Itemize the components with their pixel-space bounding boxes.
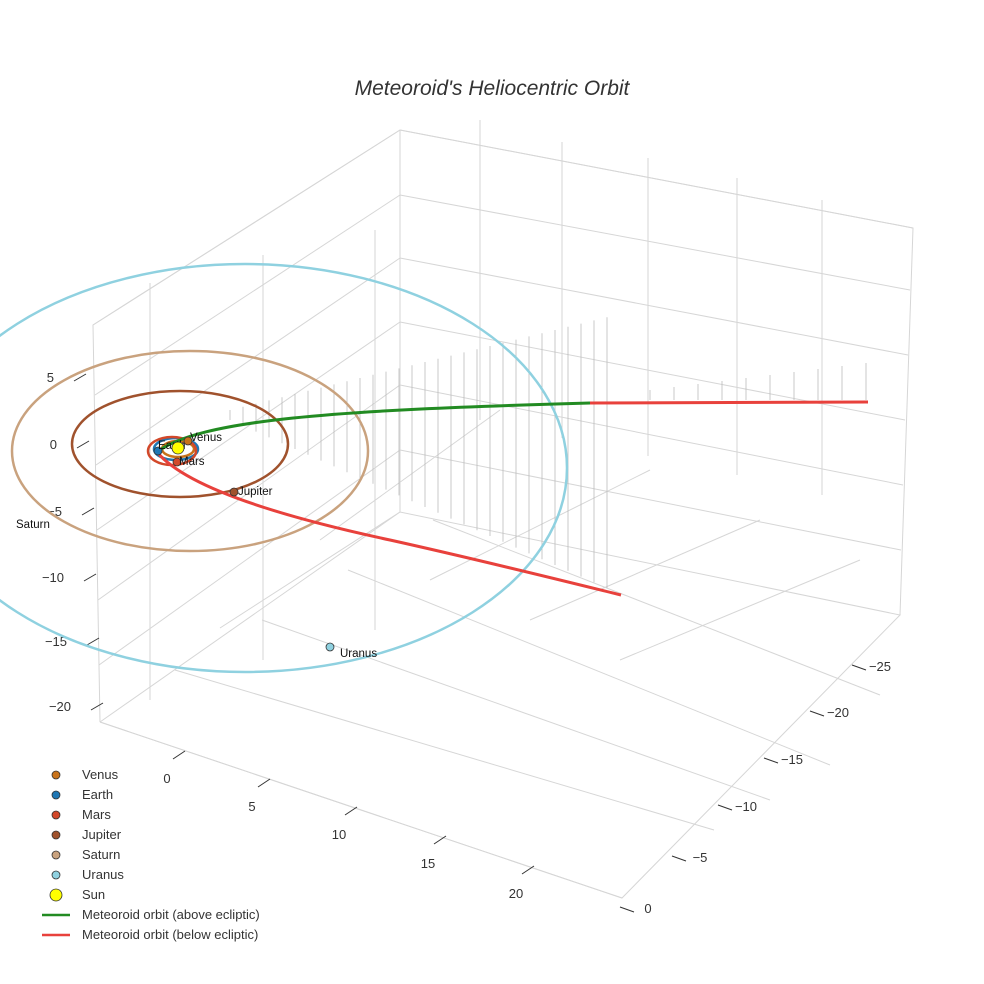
planet-venus <box>183 436 193 446</box>
z-tick-mark <box>83 573 97 582</box>
grid-line-left-0 <box>92 129 401 326</box>
grid-line-floor-a-1 <box>261 619 771 801</box>
grid-line-floor-a-3 <box>432 519 881 696</box>
x-tick-label: −25 <box>869 659 891 674</box>
y-tick-mark <box>344 806 358 816</box>
grid-line-floor-a-4 <box>99 721 623 899</box>
legend-label: Uranus <box>82 867 124 882</box>
grid-line-h-0 <box>399 129 914 229</box>
grid-line-h-4 <box>399 384 904 486</box>
legend-swatch-dot <box>49 888 63 902</box>
z-tick-label: 0 <box>50 437 57 452</box>
planet-label-mars: Mars <box>179 456 205 468</box>
grid-line-left-2 <box>95 257 401 466</box>
legend-label: Venus <box>82 767 119 782</box>
meteoroid-below-curve-near <box>155 451 622 597</box>
grid-line-floor-b-1 <box>319 409 501 541</box>
y-tick-label: 20 <box>509 886 523 901</box>
legend-label: Mars <box>82 807 111 822</box>
meteoroid-above-curve <box>156 401 591 454</box>
legend-label: Meteoroid orbit (above ecliptic) <box>82 907 260 922</box>
meteoroid-below-curve-far <box>589 400 869 405</box>
grid-line-left-5 <box>98 449 401 666</box>
legend-label: Meteoroid orbit (below ecliptic) <box>82 927 258 942</box>
planet-label-saturn: Saturn <box>16 519 50 531</box>
orbit-uranus <box>0 262 569 674</box>
z-tick-mark <box>73 373 87 382</box>
x-tick-mark <box>671 855 687 862</box>
legend-label: Earth <box>82 787 113 802</box>
planet-label-jupiter: Jupiter <box>238 486 273 498</box>
chart-title: Meteoroid's Heliocentric Orbit <box>355 77 631 100</box>
grid-line-h-2 <box>399 257 909 356</box>
legend-swatch-dot <box>51 790 61 800</box>
x-tick-mark <box>619 906 635 913</box>
x-tick-label: −10 <box>735 799 757 814</box>
sun-marker <box>171 441 185 455</box>
z-tick-label: −10 <box>42 570 64 585</box>
grid-line-h-5 <box>399 449 902 551</box>
x-tick-label: 0 <box>644 901 651 916</box>
grid-line-floor-b-4 <box>619 559 861 661</box>
planet-mars <box>172 457 182 467</box>
orbit-jupiter <box>70 389 290 499</box>
z-tick-label: −15 <box>45 634 67 649</box>
floor-outline <box>99 511 902 899</box>
legend-swatch-dot <box>51 830 61 840</box>
x-tick-mark <box>809 710 825 717</box>
legend-swatch-dot <box>51 770 61 780</box>
z-tick-label: −20 <box>49 699 71 714</box>
y-tick-mark <box>521 865 535 875</box>
y-tick-mark <box>433 835 447 845</box>
legend[interactable]: Venus Earth Mars Jupiter Saturn Uranus Sun Mete… <box>42 767 260 942</box>
grid-line-left-1 <box>94 194 401 396</box>
x-tick-mark <box>717 804 733 811</box>
y-tick-label: 10 <box>332 827 346 842</box>
planet-jupiter <box>229 487 239 497</box>
z-tick-mark <box>86 637 100 646</box>
legend-label: Sun <box>82 887 105 902</box>
x-tick-label: −5 <box>693 850 708 865</box>
y-tick-mark <box>172 750 186 760</box>
legend-swatch-dot <box>51 810 61 820</box>
z-tick-mark <box>81 507 95 516</box>
legend-label: Saturn <box>82 847 120 862</box>
meteoroid-orbit <box>155 400 869 597</box>
orbit-saturn <box>10 349 370 553</box>
grid-lines <box>92 120 914 899</box>
z-tick-label: 5 <box>47 370 54 385</box>
legend-label: Jupiter <box>82 827 122 842</box>
grid-line-left-3 <box>96 321 401 531</box>
legend-swatch-dot <box>51 850 61 860</box>
grid-line-floor-b-3 <box>529 519 761 621</box>
grid-line-left-4 <box>97 384 401 601</box>
planet-earth <box>153 446 163 456</box>
x-tick-mark <box>851 664 867 671</box>
planet-uranus <box>325 642 335 652</box>
x-tick-label: −20 <box>827 705 849 720</box>
grid-line-floor-b-0 <box>219 511 401 629</box>
y-tick-mark <box>257 778 271 788</box>
x-tick-mark <box>763 757 779 764</box>
y-tick-label: 0 <box>163 771 170 786</box>
y-tick-label: 5 <box>248 799 255 814</box>
axis-ticks: 5 0 −5 −10 −15 −20 0 5 10 15 20 −25 −20 −15 −10 −5 0 <box>42 370 891 916</box>
z-tick-mark <box>90 702 104 711</box>
grid-line-h-1 <box>399 194 911 291</box>
planet-label-uranus: Uranus <box>340 648 377 660</box>
orbit-stems <box>229 317 867 589</box>
z-tick-mark <box>76 440 90 449</box>
planet-label-venus: Venus <box>190 432 222 444</box>
grid-line-floor-b-2 <box>429 469 651 581</box>
y-tick-label: 15 <box>421 856 435 871</box>
z-tick-label: −5 <box>47 504 62 519</box>
grid-line-floor-a-0 <box>174 669 715 831</box>
x-tick-label: −15 <box>781 752 803 767</box>
grid-line-floor-a-2 <box>347 569 831 766</box>
legend-swatch-dot <box>51 870 61 880</box>
